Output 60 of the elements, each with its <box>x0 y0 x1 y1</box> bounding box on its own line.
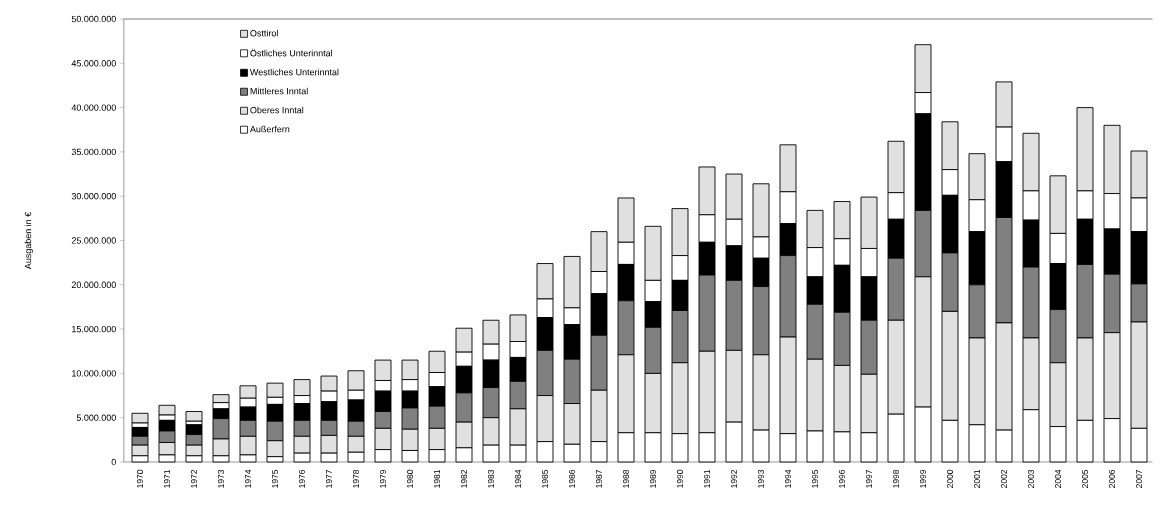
y-tick-label: 40.000.000 <box>71 104 116 111</box>
bar <box>158 404 176 416</box>
x-tick-label: 1983 <box>488 469 494 488</box>
x-tick-label: 1997 <box>866 469 872 488</box>
x-tick-label: 1977 <box>326 469 332 488</box>
x-tick-label: 1991 <box>704 469 710 488</box>
x-tick-label: 1978 <box>353 469 359 488</box>
x-tick-label: 2001 <box>974 469 980 488</box>
legend-label: Osttirol <box>250 29 278 37</box>
x-tick-label: 2007 <box>1136 469 1142 488</box>
x-tick-label: 1974 <box>245 469 251 488</box>
x-tick-label: 1986 <box>569 469 575 488</box>
x-tick-label: 2006 <box>1109 469 1115 488</box>
x-tick-label: 1998 <box>893 469 899 488</box>
legend-label: Außerfern <box>249 125 290 133</box>
x-tick-label: 1980 <box>407 469 413 488</box>
legend-label: Westliches Unterinntal <box>249 68 339 76</box>
x-tick-label: 2002 <box>1001 469 1007 488</box>
x-tick-label: 1976 <box>299 469 305 488</box>
legend-label: Mittleres Inntal <box>250 87 308 95</box>
x-tick-label: 1979 <box>380 469 386 488</box>
x-tick-label: 1984 <box>515 469 521 488</box>
x-tick-label: 2003 <box>1028 469 1034 488</box>
legend-label: Östliches Unterinntal <box>250 48 333 57</box>
y-tick-label: 15.000.000 <box>72 325 116 333</box>
x-tick-label: 1994 <box>785 469 791 488</box>
y-tick-label: 50.000.000 <box>71 15 116 23</box>
y-tick-label: 0 <box>111 458 116 466</box>
x-tick-label: 1971 <box>164 469 170 488</box>
y-tick-label: 5.000.000 <box>76 414 116 421</box>
x-tick-label: 1990 <box>677 469 683 488</box>
x-tick-label: 1981 <box>434 469 440 488</box>
x-tick-label: 1982 <box>461 469 467 488</box>
y-tick-label: 10.000.000 <box>72 370 116 377</box>
y-tick-label: 20.000.000 <box>71 281 116 288</box>
y-tick-label: 35.000.000 <box>71 148 116 156</box>
legend-label: Oberes Inntal <box>250 106 304 114</box>
bar <box>212 394 230 404</box>
x-tick-label: 1993 <box>758 469 764 488</box>
y-tick-label: 25.000.000 <box>71 237 116 244</box>
y-tick-label: 45.000.000 <box>71 60 116 67</box>
x-tick-label: 1987 <box>596 469 602 488</box>
x-tick-label: 1992 <box>731 469 737 488</box>
x-tick-label: 1988 <box>623 469 629 488</box>
x-tick-label: 1972 <box>191 469 197 488</box>
x-tick-label: 1989 <box>650 469 656 488</box>
x-tick-label: 1985 <box>542 469 548 488</box>
x-tick-label: 1995 <box>812 469 818 488</box>
x-tick-label: 2004 <box>1055 469 1061 488</box>
y-tick-label: 30.000.000 <box>71 193 116 200</box>
y-axis-title: Ausgaben in € <box>24 211 33 270</box>
x-tick-label: 1999 <box>920 469 926 488</box>
x-tick-label: 2005 <box>1082 469 1088 488</box>
x-tick-label: 1970 <box>137 469 143 488</box>
x-tick-label: 2000 <box>947 469 953 488</box>
x-tick-label: 1975 <box>272 469 278 488</box>
bar <box>131 412 149 424</box>
x-tick-label: 1996 <box>839 469 845 488</box>
bar <box>185 411 203 422</box>
x-tick-label: 1973 <box>218 469 224 488</box>
